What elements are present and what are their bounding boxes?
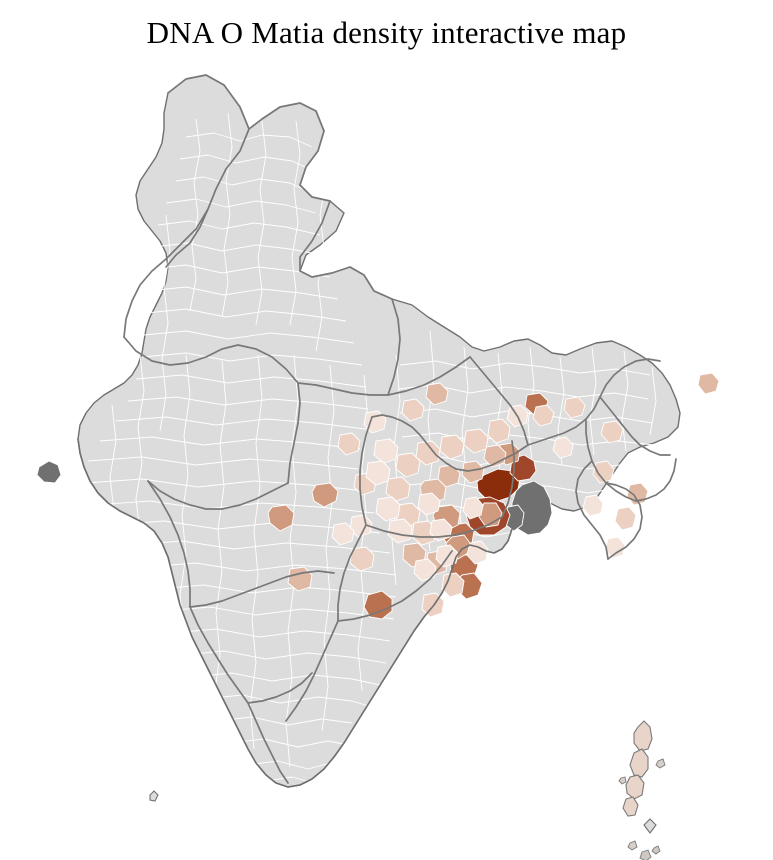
state-boundary bbox=[247, 702, 289, 784]
map-canvas[interactable] bbox=[0, 55, 773, 860]
district-vlow-12[interactable] bbox=[332, 523, 354, 545]
district-vlow-5[interactable] bbox=[418, 493, 440, 515]
island-nicobar-2[interactable] bbox=[651, 845, 661, 855]
state-boundary bbox=[527, 358, 661, 446]
state-boundary bbox=[189, 606, 249, 704]
district-low-ne-5[interactable] bbox=[533, 405, 554, 426]
island-nicobar-1[interactable] bbox=[639, 849, 652, 860]
district-low-14[interactable] bbox=[402, 399, 424, 421]
district-mod-8[interactable] bbox=[426, 383, 448, 405]
district-mesh bbox=[85, 112, 657, 784]
state-boundary bbox=[501, 440, 515, 518]
andaman-nicobar-islands[interactable] bbox=[618, 720, 666, 860]
state-boundary bbox=[371, 414, 529, 472]
district-vlow-13[interactable] bbox=[364, 411, 386, 433]
state-boundaries-layer bbox=[123, 74, 677, 784]
island-dot-3[interactable] bbox=[627, 840, 638, 851]
district-low-3[interactable] bbox=[440, 435, 464, 459]
district-low-5[interactable] bbox=[488, 419, 510, 443]
district-vlow-ne-2[interactable] bbox=[605, 537, 625, 558]
island-dot-2[interactable] bbox=[618, 776, 627, 785]
island-dot-1[interactable] bbox=[655, 758, 666, 769]
district-low-8[interactable] bbox=[412, 521, 436, 545]
coastline-layer bbox=[77, 438, 513, 788]
district-vlow-7[interactable] bbox=[414, 559, 436, 581]
district-mod-2[interactable] bbox=[438, 465, 460, 487]
state-boundary bbox=[337, 550, 453, 622]
state-boundary bbox=[585, 418, 637, 502]
island-south-andaman[interactable] bbox=[625, 774, 645, 800]
district-low-ne-2[interactable] bbox=[593, 461, 614, 483]
district-vlow-ne-1[interactable] bbox=[583, 495, 603, 516]
district-vlow-3[interactable] bbox=[376, 497, 400, 521]
page-title: DNA O Matia density interactive map bbox=[146, 15, 627, 50]
state-boundary bbox=[247, 672, 313, 704]
state-boundary bbox=[469, 356, 529, 446]
district-vlow-1[interactable] bbox=[374, 439, 398, 463]
island-little-andaman[interactable] bbox=[622, 796, 639, 817]
state-boundary bbox=[599, 396, 671, 456]
district-belt-4[interactable] bbox=[268, 505, 294, 531]
district-vlow-10[interactable] bbox=[467, 541, 488, 564]
district-vlow-ne-3[interactable] bbox=[553, 437, 573, 458]
district-vlow-2[interactable] bbox=[366, 461, 390, 485]
choropleth-layer[interactable] bbox=[268, 373, 719, 619]
district-low-2[interactable] bbox=[416, 441, 440, 465]
state-boundary bbox=[575, 460, 609, 560]
state-boundary bbox=[605, 482, 643, 560]
district-low-6[interactable] bbox=[386, 477, 410, 501]
district-low-11[interactable] bbox=[350, 547, 374, 571]
state-boundary bbox=[387, 298, 401, 396]
island-north-andaman[interactable] bbox=[633, 720, 653, 752]
district-low-ne-3[interactable] bbox=[615, 507, 636, 530]
coastline-east bbox=[287, 528, 513, 788]
india-choropleth-svg[interactable] bbox=[0, 55, 773, 860]
state-boundary bbox=[359, 416, 373, 526]
state-boundary bbox=[337, 524, 367, 622]
state-boundary bbox=[123, 336, 299, 384]
district-vlow-9[interactable] bbox=[463, 497, 483, 519]
state-boundary bbox=[365, 516, 503, 538]
state-boundary bbox=[287, 382, 301, 484]
district-low-1[interactable] bbox=[396, 453, 420, 477]
district-vlow-4[interactable] bbox=[388, 519, 412, 543]
island-middle-andaman[interactable] bbox=[629, 748, 649, 778]
state-boundary bbox=[123, 208, 209, 338]
district-mod-ne-1[interactable] bbox=[698, 373, 719, 394]
state-boundary bbox=[299, 200, 393, 300]
district-cluster-inland-1[interactable] bbox=[364, 591, 392, 619]
district-low-ne-4[interactable] bbox=[564, 397, 585, 418]
coastline-west bbox=[77, 438, 289, 788]
state-boundary bbox=[147, 480, 289, 510]
state-boundary bbox=[635, 458, 677, 502]
outlier-island-1 bbox=[149, 790, 159, 802]
district-low-ne-1[interactable] bbox=[601, 421, 623, 443]
state-boundary bbox=[285, 620, 339, 722]
state-boundary bbox=[147, 480, 191, 608]
masked-regions-layer bbox=[37, 461, 552, 535]
state-boundary bbox=[189, 570, 335, 608]
masked-region-kutch[interactable] bbox=[37, 461, 61, 483]
state-boundary bbox=[167, 74, 331, 202]
district-low-4[interactable] bbox=[464, 429, 488, 453]
district-low-9[interactable] bbox=[442, 573, 464, 597]
district-mod-3[interactable] bbox=[462, 461, 484, 483]
district-low-12[interactable] bbox=[338, 433, 360, 455]
outlier-island-2 bbox=[643, 818, 657, 834]
district-belt-3[interactable] bbox=[312, 483, 338, 507]
